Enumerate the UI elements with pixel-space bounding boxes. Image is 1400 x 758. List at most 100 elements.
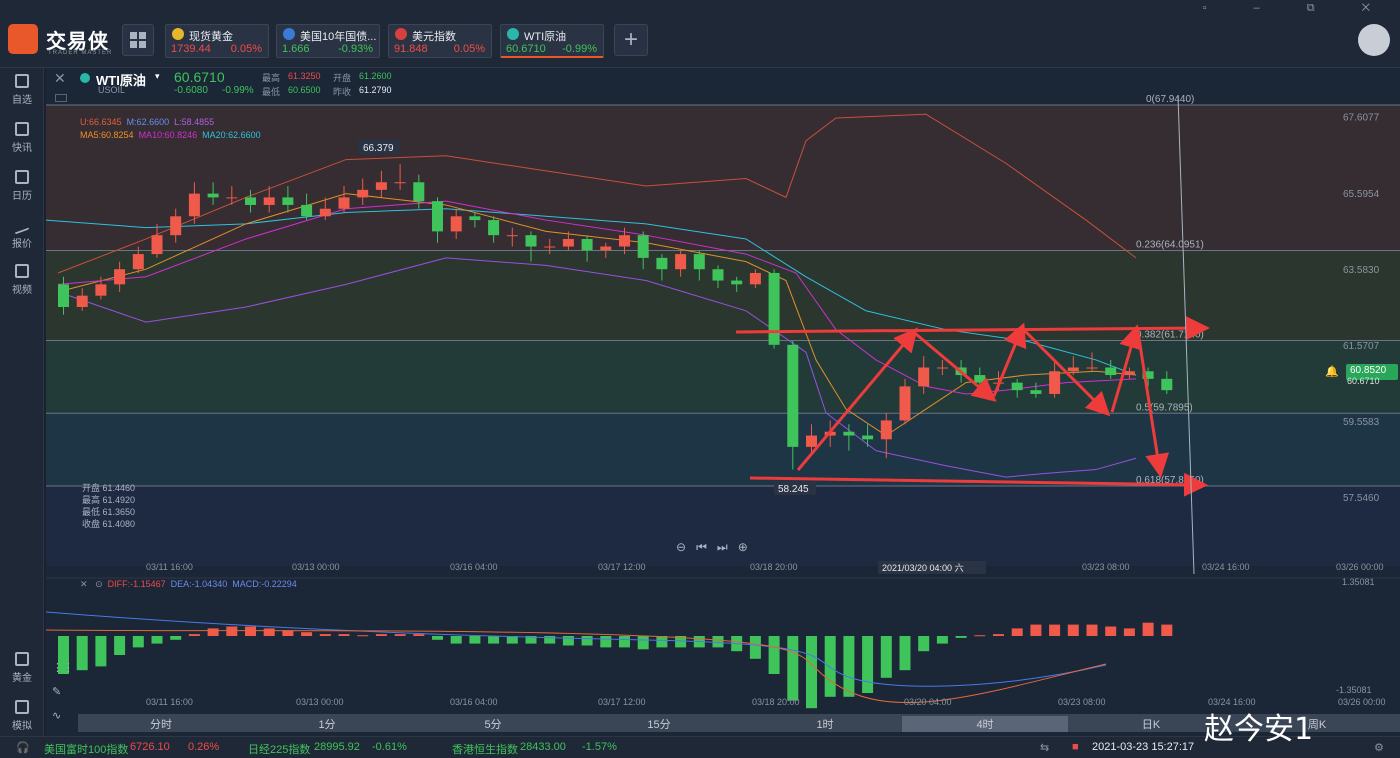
macd-bar bbox=[1086, 624, 1098, 636]
close-icon[interactable]: ✕ bbox=[54, 70, 66, 86]
tf-1m[interactable]: 1分 bbox=[318, 719, 336, 731]
macd-x-axis-label: 03/20 04:00 bbox=[904, 697, 952, 707]
low-value: 60.6500 bbox=[288, 85, 321, 95]
chart-area[interactable]: 0(67.9440) 0.236(64.0951) 0.382(61.7140) 0.… bbox=[46, 68, 1400, 736]
tf-1h[interactable]: 1时 bbox=[816, 719, 834, 731]
app-logo[interactable]: 交易侠 TRADER MASTER bbox=[8, 22, 116, 58]
ticker-tab-gold[interactable]: 现货黄金 1739.44 0.05% bbox=[165, 24, 269, 58]
layout-grid-button[interactable] bbox=[122, 24, 154, 56]
symbol-change: -0.6080 bbox=[174, 85, 208, 96]
macd-close-icon[interactable]: ✕ bbox=[80, 579, 88, 589]
candle-body bbox=[1161, 378, 1173, 391]
video-icon bbox=[15, 264, 29, 278]
macd-bar bbox=[749, 636, 761, 659]
candle-body bbox=[245, 197, 256, 205]
cursor-line bbox=[1177, 95, 1195, 575]
sidebar-item-calendar[interactable]: 日历 bbox=[0, 170, 44, 202]
ticker-tab-dxy[interactable]: 美元指数 91.848 0.05% bbox=[388, 24, 492, 58]
zoom-in-icon[interactable]: ⊕ bbox=[737, 540, 758, 554]
macd-bar bbox=[506, 636, 518, 644]
price-axis-label: 67.6077 bbox=[1343, 113, 1380, 124]
user-avatar[interactable] bbox=[1358, 24, 1390, 56]
sidebar-item-gold[interactable]: 黄金 bbox=[0, 652, 44, 684]
x-axis-label: 03/26 00:00 bbox=[1336, 562, 1384, 572]
sidebar-item-watchlist[interactable]: 自选 bbox=[0, 74, 44, 106]
crosshair-time: 2021/03/20 04:00 六 bbox=[882, 562, 964, 573]
macd-bar bbox=[207, 628, 219, 636]
headset-icon[interactable]: 🎧 bbox=[16, 742, 30, 754]
ticker-price: 60.6710 bbox=[506, 43, 546, 55]
sidebar-item-video[interactable]: 视频 bbox=[0, 264, 44, 296]
index2-value: 28995.92 bbox=[314, 741, 360, 753]
annotation-arrow bbox=[915, 332, 997, 402]
tf-daily[interactable]: 日K bbox=[1141, 719, 1161, 731]
candle-body bbox=[357, 189, 369, 198]
macd-bar bbox=[525, 636, 537, 644]
wave-tool-icon[interactable]: ∿ bbox=[52, 710, 62, 722]
next-icon[interactable]: ⏭ bbox=[716, 540, 738, 554]
macd-bar bbox=[263, 628, 275, 636]
tf-weekly[interactable]: 周K bbox=[1307, 719, 1327, 731]
zoom-out-icon[interactable]: ⊖ bbox=[676, 540, 697, 554]
us-flag-icon bbox=[395, 28, 407, 40]
candle-body bbox=[731, 280, 743, 285]
low-label: 最低 bbox=[262, 87, 281, 97]
macd-bar bbox=[1161, 624, 1173, 636]
candle-body bbox=[301, 204, 313, 217]
index3-name[interactable]: 香港恒生指数 bbox=[452, 744, 518, 756]
settings-icon[interactable]: ⚙ bbox=[1374, 742, 1384, 754]
zoom-controls[interactable]: ⊖⏮⏭⊕ bbox=[676, 540, 758, 555]
window-controls[interactable]: ▫ – ⧉ ✕ bbox=[1202, 2, 1392, 14]
ticker-tab-us10y[interactable]: 美国10年国债... 1.666 -0.93% bbox=[276, 24, 380, 58]
chart-line-icon bbox=[15, 215, 29, 235]
tf-tick[interactable]: 分时 bbox=[150, 719, 172, 731]
tf-5m[interactable]: 5分 bbox=[484, 719, 502, 731]
candle-body bbox=[936, 367, 948, 369]
macd-bar bbox=[58, 636, 69, 674]
settings-icon[interactable]: ⊙ bbox=[95, 579, 103, 589]
x-axis-label: 03/17 12:00 bbox=[598, 562, 646, 572]
sidebar-item-label: 自选 bbox=[12, 95, 32, 106]
add-tab-button[interactable]: + bbox=[614, 24, 648, 56]
ticker-tab-wti[interactable]: WTI原油 60.6710 -0.99% bbox=[500, 24, 604, 58]
sidebar-item-demo[interactable]: 模拟 bbox=[0, 700, 44, 732]
symbol-info-bar: ✕ WTI原油 ▾ USOIL 60.6710 -0.6080 -0.99% 最… bbox=[46, 68, 546, 104]
macd-bar bbox=[824, 636, 836, 697]
logo-subtitle: TRADER MASTER bbox=[48, 50, 113, 56]
draw-tool-icon[interactable]: ✎ bbox=[52, 686, 62, 698]
tf-4h[interactable]: 4时 bbox=[902, 716, 1068, 732]
sidebar-item-label: 日历 bbox=[12, 191, 32, 202]
macd-bar bbox=[413, 634, 425, 636]
prev-icon[interactable]: ⏮ bbox=[696, 540, 717, 554]
candle-body bbox=[151, 235, 163, 255]
sidebar-item-quotes[interactable]: 报价 bbox=[0, 215, 44, 250]
index1-name[interactable]: 美国富时100指数 bbox=[44, 744, 129, 756]
chart-canvas[interactable]: 0(67.9440) 0.236(64.0951) 0.382(61.7140) 0.… bbox=[46, 68, 1400, 736]
tf-15m[interactable]: 15分 bbox=[647, 719, 671, 731]
candle-body bbox=[918, 367, 930, 387]
alert-bell-icon[interactable]: 🔔 bbox=[1325, 366, 1339, 378]
chevron-down-icon[interactable]: ▾ bbox=[155, 71, 160, 81]
macd-bar bbox=[432, 636, 443, 640]
macd-bar bbox=[843, 636, 855, 697]
index2-name[interactable]: 日经225指数 bbox=[248, 744, 311, 756]
signal-icon[interactable]: ⇆ bbox=[1040, 742, 1050, 754]
macd-bar bbox=[974, 635, 986, 637]
ma10: MA10:60.8246 bbox=[138, 130, 198, 140]
high-value: 61.3250 bbox=[288, 71, 321, 81]
indicator-legend: U:66.6345 M:62.6600 L:58.4855 MA5:60.825… bbox=[80, 116, 261, 142]
chart-tools: ⋮⋮ ✎ ∿ bbox=[52, 656, 74, 728]
gold-coin-icon bbox=[172, 28, 184, 40]
bb-upper-line bbox=[57, 113, 1137, 274]
symbol-name[interactable]: WTI原油 bbox=[96, 73, 146, 88]
indicator-tool-icon[interactable]: ⋮⋮ bbox=[52, 662, 74, 674]
candle-body bbox=[170, 216, 182, 236]
sidebar-item-news[interactable]: 快讯 bbox=[0, 122, 44, 154]
candle-body bbox=[375, 182, 387, 190]
ticker-price: 91.848 bbox=[394, 43, 428, 55]
candle-body bbox=[394, 182, 406, 184]
macd-bar bbox=[450, 636, 462, 644]
logo-text: 交易侠 bbox=[46, 29, 109, 53]
expand-icon[interactable] bbox=[55, 94, 67, 102]
top-bar: 交易侠 TRADER MASTER 现货黄金 1739.44 0.05% 美国1… bbox=[0, 0, 1400, 68]
